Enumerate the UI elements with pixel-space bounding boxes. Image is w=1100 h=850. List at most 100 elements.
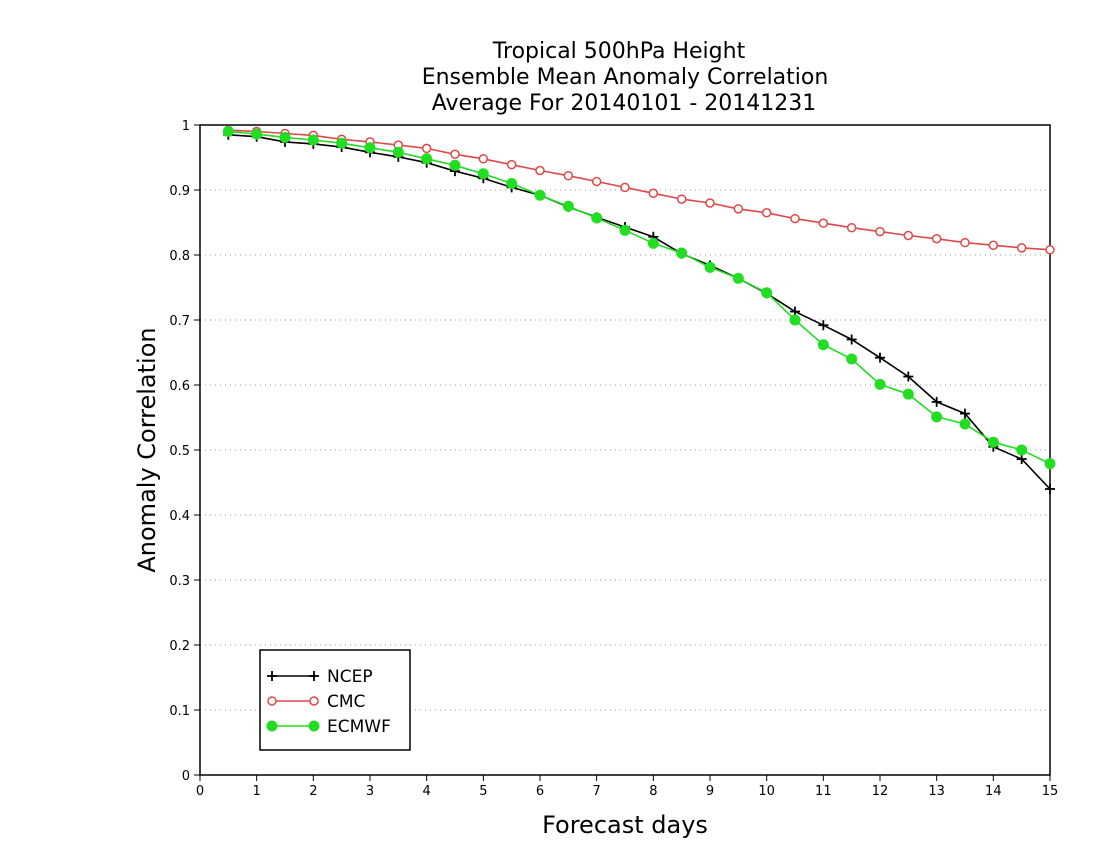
data-point-cmc	[931, 234, 942, 244]
data-point-cmc	[988, 240, 999, 250]
data-point-ecmwf	[1016, 444, 1028, 456]
chart-title: Tropical 500hPa Height Ensemble Mean Ano…	[422, 39, 829, 116]
y-tick-label: 0.9	[169, 184, 190, 199]
y-tick-label: 1	[182, 119, 190, 134]
y-tick-label: 0.4	[169, 509, 190, 524]
data-point-ncep	[931, 396, 942, 407]
chart-title-line-2: Ensemble Mean Anomaly Correlation	[422, 65, 829, 90]
data-point-ecmwf	[364, 142, 376, 154]
y-tick-label: 0.3	[169, 574, 190, 589]
y-tick-label: 0.6	[169, 379, 190, 394]
x-tick-label: 6	[536, 784, 544, 799]
data-point-ecmwf	[307, 134, 319, 146]
x-tick-label: 12	[872, 784, 889, 799]
y-tick-label: 0.8	[169, 249, 190, 264]
legend: NCEP CMC ECMWF	[259, 649, 411, 751]
y-axis-label: Anomaly Correlation	[133, 327, 161, 572]
legend-label-ncep: NCEP	[327, 667, 373, 687]
x-axis-tick-labels: 0 1 2 3 4 5 6 7 8 9 10 11 12 13 14 15	[196, 784, 1058, 799]
x-tick-label: 3	[366, 784, 374, 799]
data-point-ncep	[846, 334, 857, 345]
legend-marker	[266, 720, 278, 732]
data-point-ecmwf	[647, 237, 659, 249]
y-tick-label: 0.2	[169, 639, 190, 654]
legend-item-cmc: CMC	[267, 692, 365, 712]
legend-marker	[267, 696, 277, 706]
legend-label-cmc: CMC	[327, 692, 365, 712]
data-point-cmc	[620, 182, 630, 193]
data-point-ecmwf	[562, 200, 574, 212]
data-point-cmc	[705, 198, 715, 208]
data-point-cmc	[1016, 243, 1027, 253]
data-point-cmc	[591, 176, 602, 187]
data-point-cmc	[535, 165, 545, 176]
data-point-cmc	[875, 226, 885, 237]
data-point-ncep	[875, 352, 885, 363]
data-point-cmc	[450, 149, 460, 159]
data-point-cmc	[960, 237, 970, 248]
data-point-cmc	[506, 159, 517, 170]
data-point-ecmwf	[1044, 458, 1056, 470]
chart-title-line-1: Tropical 500hPa Height	[492, 39, 746, 64]
series-ncep	[223, 129, 1055, 494]
data-point-ecmwf	[222, 126, 234, 137]
data-point-ecmwf	[817, 339, 829, 351]
data-point-cmc	[676, 194, 687, 204]
legend-box	[259, 649, 411, 751]
data-point-ecmwf	[931, 411, 943, 423]
x-tick-label: 11	[815, 784, 832, 799]
y-tick-label: 0.1	[169, 704, 190, 719]
data-point-cmc	[846, 222, 857, 233]
data-point-ecmwf	[874, 378, 886, 390]
data-point-cmc	[818, 218, 829, 228]
data-point-ecmwf	[676, 247, 688, 259]
legend-marker	[308, 720, 320, 732]
x-tick-label: 10	[758, 784, 775, 799]
data-point-ecmwf	[251, 128, 263, 140]
data-point-ncep	[1045, 484, 1055, 494]
y-axis-tick-labels: 0 0.1 0.2 0.3 0.4 0.5 0.6 0.7 0.8 0.9 1	[169, 119, 190, 784]
y-tick-label: 0.7	[169, 314, 190, 329]
x-axis-label: Forecast days	[542, 811, 708, 839]
legend-item-ecmwf: ECMWF	[266, 717, 391, 737]
data-point-ecmwf	[534, 189, 546, 201]
data-point-ecmwf	[506, 178, 518, 189]
series-line-ncep	[228, 134, 1051, 490]
x-tick-label: 1	[253, 784, 261, 799]
data-point-ecmwf	[591, 212, 603, 224]
data-point-cmc	[563, 170, 574, 181]
x-tick-label: 4	[423, 784, 431, 799]
x-tick-label: 14	[985, 784, 1002, 799]
data-point-ncep	[818, 320, 829, 331]
grid	[200, 189, 1050, 711]
legend-marker	[309, 671, 319, 681]
data-point-ecmwf	[421, 153, 433, 165]
series-ecmwf	[222, 126, 1056, 470]
data-point-cmc	[1045, 245, 1055, 255]
x-tick-label: 5	[479, 784, 487, 799]
data-point-cmc	[761, 208, 772, 218]
data-point-ecmwf	[279, 131, 291, 143]
data-point-ncep	[1016, 454, 1027, 465]
legend-label-ecmwf: ECMWF	[327, 717, 391, 737]
data-point-ecmwf	[761, 287, 773, 299]
data-point-ecmwf	[732, 272, 744, 284]
data-point-cmc	[648, 188, 659, 198]
data-point-ecmwf	[449, 159, 461, 171]
data-point-ecmwf	[477, 168, 489, 180]
legend-marker	[309, 696, 319, 706]
legend-marker	[267, 671, 277, 681]
x-tick-label: 2	[309, 784, 317, 799]
data-point-cmc	[421, 143, 432, 154]
x-tick-label: 15	[1042, 784, 1059, 799]
data-point-ecmwf	[987, 436, 999, 448]
y-tick-label: 0.5	[169, 444, 190, 459]
data-point-ncep	[903, 371, 914, 382]
data-point-ecmwf	[902, 388, 914, 400]
y-tick-label: 0	[182, 769, 190, 784]
data-point-cmc	[903, 230, 914, 241]
data-point-cmc	[790, 213, 800, 224]
axis-ticks	[194, 124, 1051, 781]
data-point-ecmwf	[789, 314, 801, 326]
x-tick-label: 13	[928, 784, 945, 799]
